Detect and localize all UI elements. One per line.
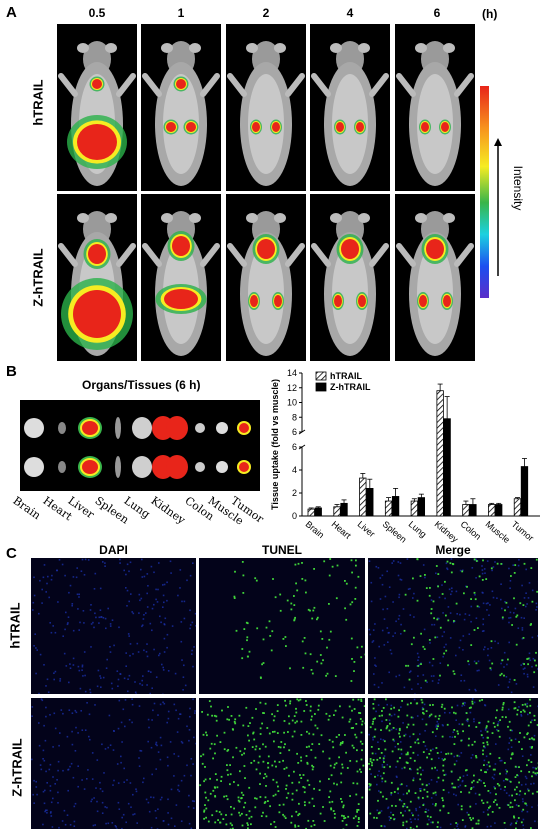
- row-label-zhtrail-a: Z-hTRAIL: [30, 248, 46, 307]
- micrograph-htrail-tunel: [199, 558, 365, 694]
- bar-z-htrail-kidney: [443, 418, 451, 517]
- time-label-3: 4: [346, 6, 354, 20]
- organ-label-brain: Brain: [10, 494, 43, 523]
- row-label-htrail-a: hTRAIL: [30, 79, 46, 126]
- bar-z-htrail-heart: [340, 502, 348, 517]
- time-label-2: 2: [262, 6, 270, 20]
- bar-htrail-spleen: [384, 500, 393, 517]
- column-title-merge: Merge: [435, 543, 471, 557]
- tissue-uptake-chart: 0 2 4 6 6 8 10 12 14 Tissue uptake (fold vs muscl…: [270, 368, 540, 521]
- mouse-image-z-htrail-4: [395, 194, 475, 361]
- bar-htrail-muscle: [488, 504, 496, 517]
- bar-htrail-brain: [307, 508, 315, 517]
- y-tick-label-upper-12: 12: [287, 383, 297, 393]
- micrograph-z-htrail-tunel: [199, 698, 365, 829]
- intensity-label: Intensity: [511, 165, 525, 211]
- bar-z-htrail-brain: [314, 507, 322, 517]
- bar-z-htrail-lung: [417, 497, 426, 517]
- micrograph-htrail-dapi: [31, 558, 196, 694]
- column-title-tunel: TUNEL: [262, 543, 302, 557]
- intensity-color-bar: [480, 86, 489, 298]
- bar-htrail-kidney: [436, 390, 444, 517]
- bar-z-htrail-tumor: [520, 466, 529, 517]
- micrograph-htrail-merge: [368, 558, 538, 694]
- panel-b-letter: B: [6, 363, 17, 380]
- time-label-1: 1: [177, 6, 185, 20]
- y-tick-label-upper-8: 8: [292, 412, 297, 422]
- bar-z-htrail-muscle: [495, 504, 503, 517]
- legend-swatch-z-htrail: [315, 382, 327, 392]
- mouse-image-z-htrail-2: [226, 194, 306, 361]
- row-label-zhtrail-c: Z-hTRAIL: [9, 738, 25, 797]
- mouse-image-htrail-4: [395, 24, 475, 191]
- mouse-image-htrail-1: [141, 24, 221, 191]
- bar-htrail-lung: [410, 500, 419, 517]
- row-label-htrail-c: hTRAIL: [7, 602, 23, 649]
- y-tick-label-upper-6: 6: [292, 427, 297, 437]
- mouse-image-z-htrail-3: [310, 194, 390, 361]
- organ-label-kidney: Kidney: [148, 494, 188, 527]
- panel-c-letter: C: [6, 545, 17, 562]
- time-unit-label: (h): [482, 7, 498, 21]
- y-tick-label-upper-14: 14: [287, 368, 297, 378]
- mouse-image-z-htrail-0: [57, 194, 137, 361]
- bar-htrail-tumor: [513, 498, 522, 517]
- mouse-image-htrail-2: [226, 24, 306, 191]
- legend-label-htrail: hTRAIL: [330, 371, 362, 381]
- y-tick-label-lower-0: 0: [292, 511, 297, 521]
- bar-htrail-heart: [333, 506, 341, 517]
- organ-image: [20, 400, 260, 491]
- mouse-image-htrail-3: [310, 24, 390, 191]
- bar-z-htrail-colon: [469, 504, 477, 517]
- bar-z-htrail-liver: [366, 488, 374, 517]
- organ-title: Organs/Tissues (6 h): [82, 378, 201, 392]
- mouse-image-z-htrail-1: [141, 194, 221, 361]
- y-tick-label-lower-4: 4: [292, 465, 297, 475]
- micrograph-z-htrail-dapi: [31, 698, 196, 829]
- legend-label-z-htrail: Z-hTRAIL: [330, 382, 371, 392]
- y-tick-label-lower-2: 2: [292, 488, 297, 498]
- time-label-4: 6: [433, 6, 441, 20]
- bar-htrail-colon: [462, 504, 470, 517]
- column-title-dapi: DAPI: [99, 543, 128, 557]
- y-tick-label-lower-6: 6: [292, 442, 297, 452]
- y-tick-label-upper-10: 10: [287, 398, 297, 408]
- micrograph-z-htrail-merge: [368, 698, 538, 829]
- y-axis-label: Tissue uptake (fold vs muscle): [270, 379, 280, 510]
- bar-htrail-liver: [359, 477, 367, 517]
- bar-z-htrail-spleen: [391, 496, 400, 517]
- panel-a-letter: A: [6, 4, 17, 21]
- time-label-0: 0.5: [88, 6, 106, 20]
- legend-swatch-htrail: [315, 371, 327, 381]
- mouse-image-htrail-0: [57, 24, 137, 191]
- intensity-arrow: [494, 138, 502, 276]
